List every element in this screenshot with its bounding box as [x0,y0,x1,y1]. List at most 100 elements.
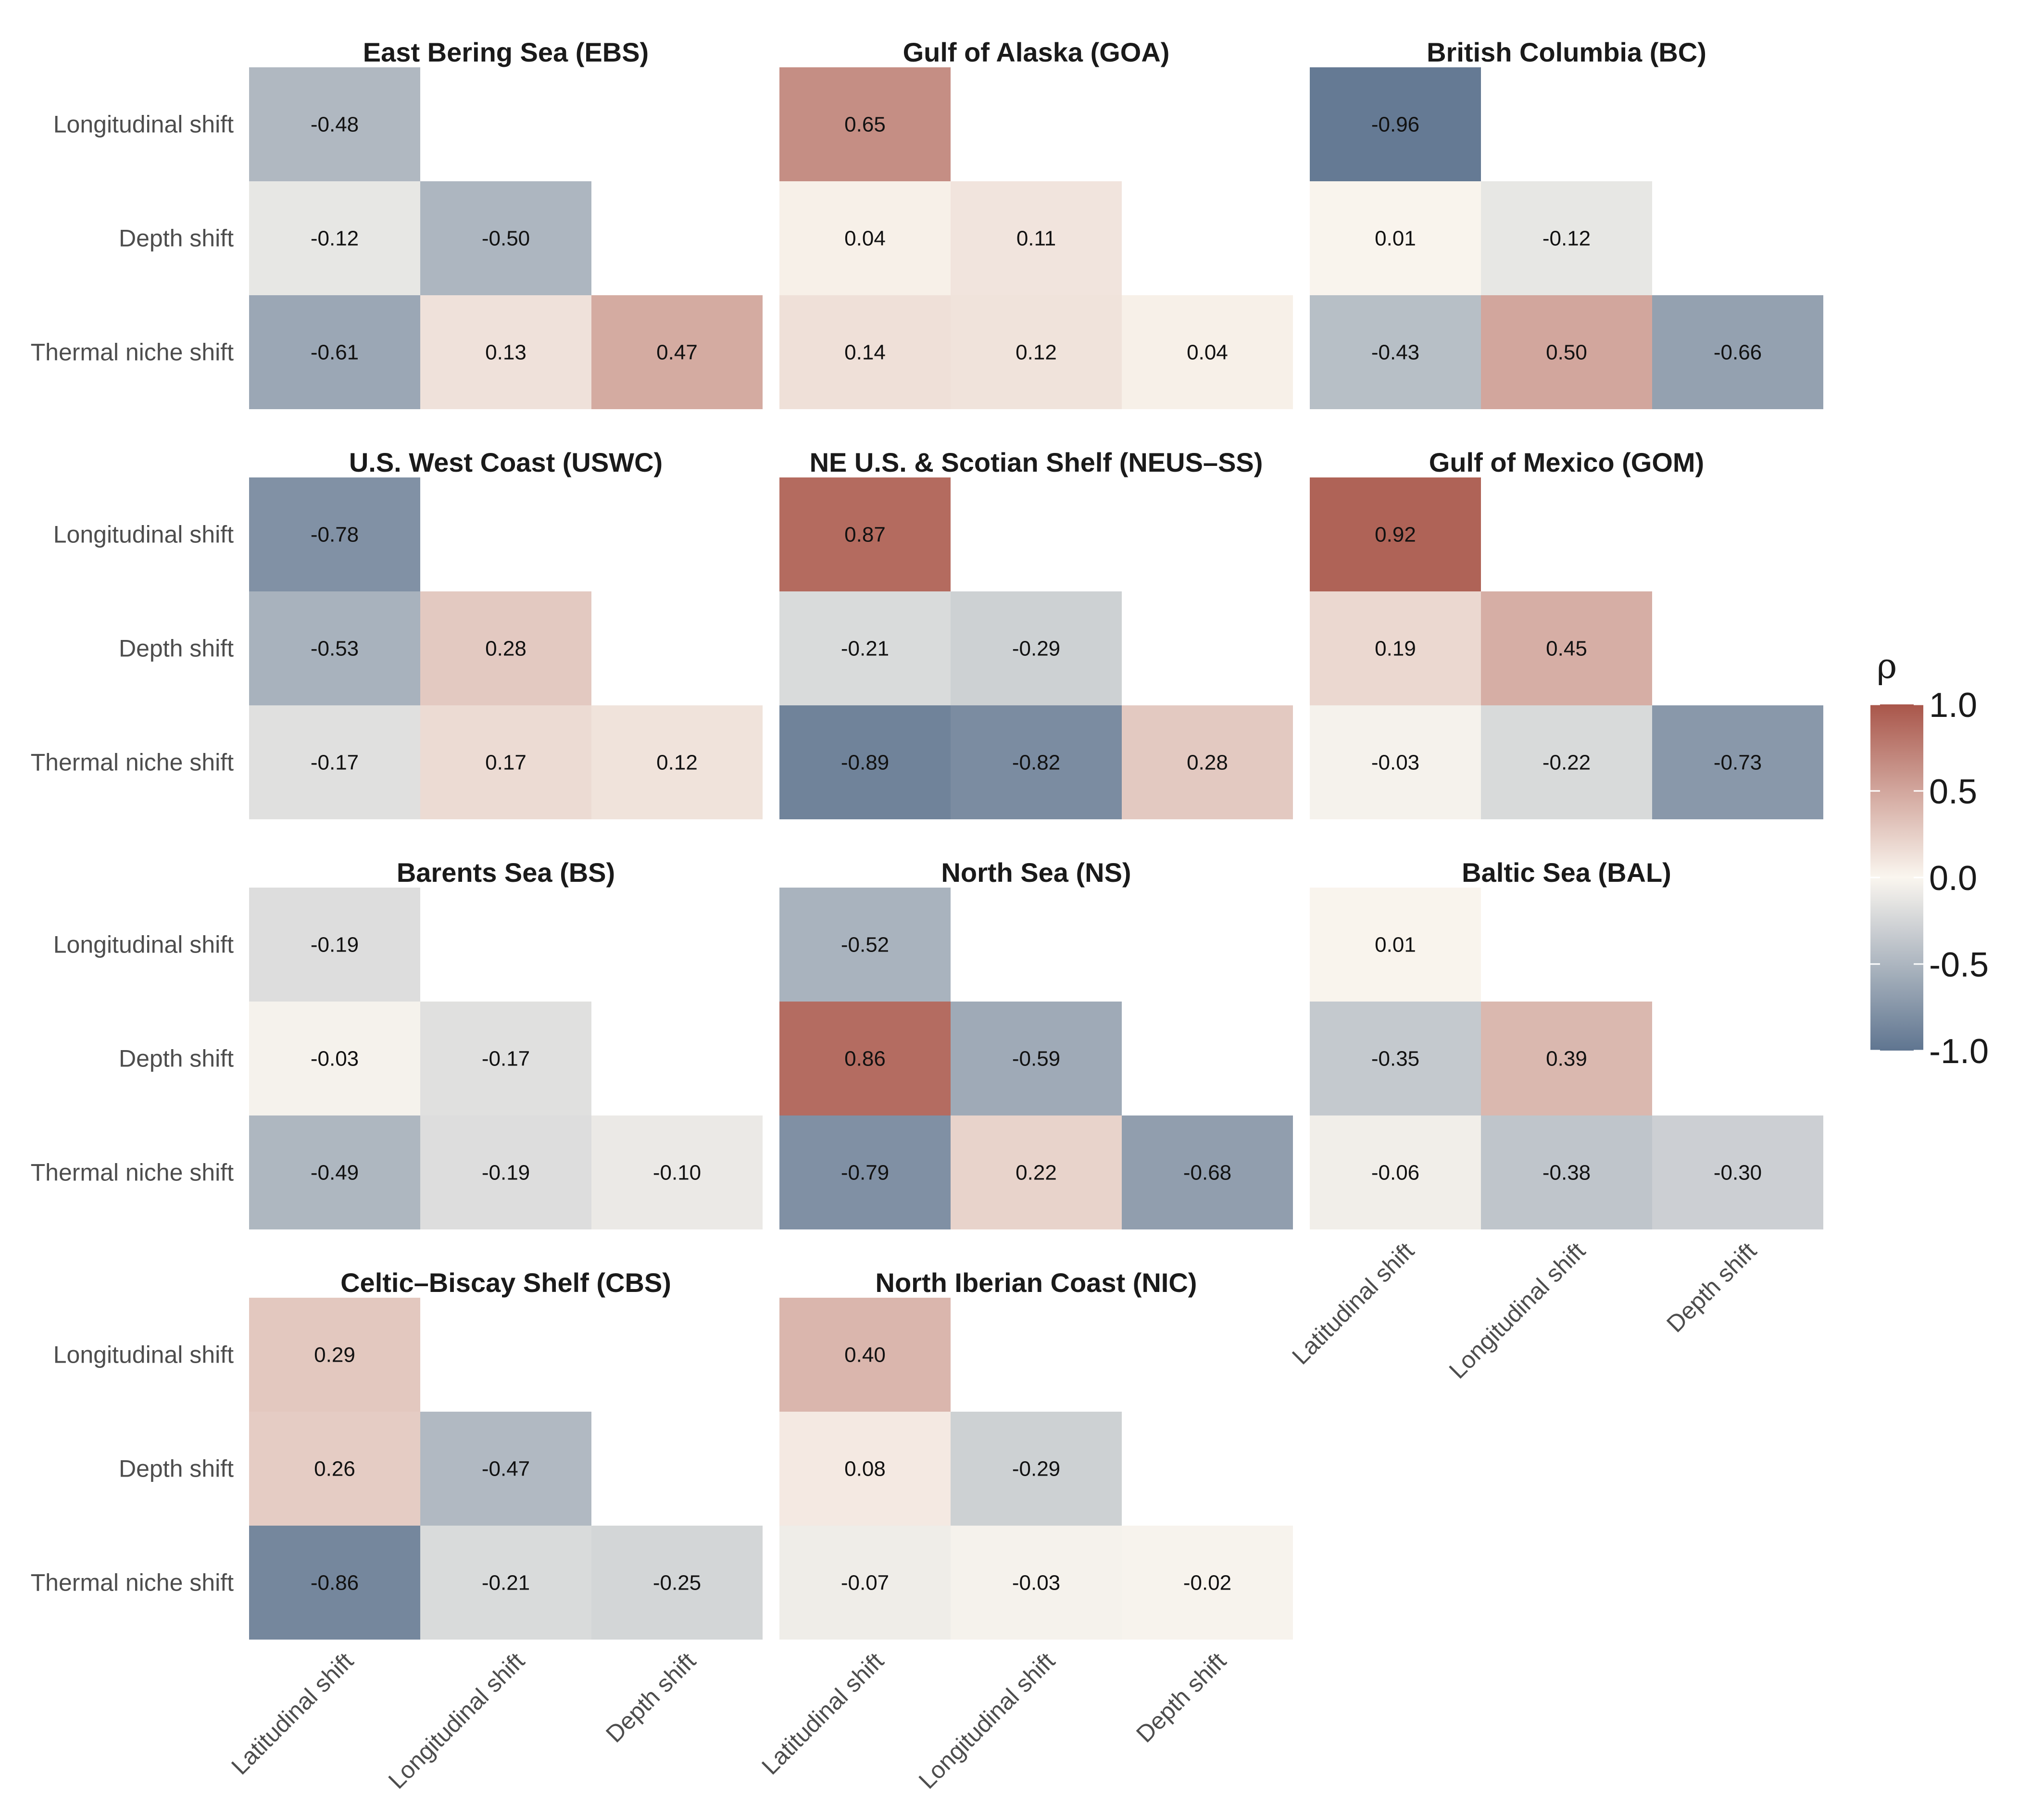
heatmap-cell [249,1412,420,1526]
heatmap-cell [779,591,951,705]
y-tick-label: Longitudinal shift [53,111,234,138]
cell-value-label: -0.78 [311,523,359,547]
heatmap-cell [1481,1115,1652,1229]
heatmap-cell [1310,181,1481,295]
cell-value-label: -0.17 [482,1047,530,1071]
cell-value-label: -0.66 [1714,341,1762,364]
cell-value-label: -0.02 [1183,1571,1231,1595]
panel-gulf-of-mexico-gom: Gulf of Mexico (GOM) 0.92 0.19 0.45 -0.03 -0.… [1310,447,1823,819]
heatmap-cell [591,295,763,409]
cell-value-label: 0.45 [1546,637,1587,661]
y-tick-label: Depth shift [119,225,234,252]
heatmap-cell [951,1526,1122,1640]
cell-value-label: -0.48 [311,113,359,137]
panel-title: U.S. West Coast (USWC) [349,447,663,477]
cell-value-label: -0.21 [482,1571,530,1595]
legend-tick-label: 0.5 [1929,773,1977,811]
cell-value-label: -0.25 [653,1571,701,1595]
heatmap-cell [1122,705,1293,819]
cell-value-label: 0.50 [1546,341,1587,364]
heatmap-cell [1310,67,1481,181]
cell-value-label: 0.26 [314,1457,355,1481]
panel-title: North Sea (NS) [941,857,1131,888]
panel-british-columbia-bc: British Columbia (BC) -0.96 0.01 -0.12 -0.43… [1310,37,1823,409]
heatmap-cell [420,295,591,409]
y-tick-label: Longitudinal shift [53,1341,234,1368]
heatmap-cell [420,705,591,819]
heatmap-cell [591,705,763,819]
cell-value-label: -0.35 [1371,1047,1419,1071]
cell-value-label: -0.68 [1183,1161,1231,1185]
heatmap-cell [1481,591,1652,705]
heatmap-cell [249,477,420,591]
heatmap-cell [779,1115,951,1229]
heatmap-cell [249,1526,420,1640]
cell-value-label: -0.29 [1012,1457,1060,1481]
y-tick-label: Depth shift [119,1455,234,1482]
heatmap-cell [951,591,1122,705]
heatmap-cell [249,181,420,295]
panel-ne-u-s-scotian-shelf-neus-ss: NE U.S. & Scotian Shelf (NEUS–SS) 0.87 -0.… [779,447,1293,819]
x-tick-label: Latitudinal shift [1287,1237,1419,1370]
panel-title: Barents Sea (BS) [397,857,615,888]
cell-value-label: -0.03 [1012,1571,1060,1595]
panel-east-bering-sea-ebs: East Bering Sea (EBS) -0.48 -0.12 -0.50 -0.6… [31,37,763,409]
panel-title: North Iberian Coast (NIC) [876,1267,1197,1298]
cell-value-label: 0.17 [485,751,527,775]
cell-value-label: 0.14 [844,341,886,364]
y-tick-label: Thermal niche shift [31,339,234,366]
cell-value-label: 0.01 [1375,933,1416,957]
heatmap-cell [249,1002,420,1115]
heatmap-cell [779,67,951,181]
heatmap-cell [591,1115,763,1229]
heatmap-cell [249,1115,420,1229]
cell-value-label: -0.30 [1714,1161,1762,1185]
panel-gulf-of-alaska-goa: Gulf of Alaska (GOA) 0.65 0.04 0.11 0.14 0.12… [779,37,1293,409]
cell-value-label: 0.11 [1016,227,1056,251]
heatmap-cell [1481,295,1652,409]
y-tick-label: Longitudinal shift [53,521,234,548]
cell-value-label: -0.29 [1012,637,1060,661]
cell-value-label: -0.47 [482,1457,530,1481]
cell-value-label: -0.21 [841,637,889,661]
cell-value-label: -0.22 [1542,751,1591,775]
x-tick-label: Depth shift [1131,1647,1231,1748]
x-tick-label: Latitudinal shift [756,1647,889,1780]
legend-title: ρ [1877,646,1897,686]
cell-value-label: 0.04 [844,227,886,251]
heatmap-cell [951,295,1122,409]
heatmap-cell [951,705,1122,819]
cell-value-label: 0.86 [844,1047,886,1071]
heatmap-cell [779,705,951,819]
panel-u-s-west-coast-uswc: U.S. West Coast (USWC) -0.78 -0.53 0.28 -0.1… [31,447,763,819]
cell-value-label: -0.53 [311,637,359,661]
heatmap-cell [779,477,951,591]
cell-value-label: 0.04 [1187,341,1228,364]
cell-value-label: 0.29 [314,1343,355,1367]
x-tick-label: Depth shift [601,1647,701,1748]
heatmap-cell [779,1002,951,1115]
y-tick-label: Longitudinal shift [53,931,234,958]
cell-value-label: -0.10 [653,1161,701,1185]
y-tick-label: Depth shift [119,1045,234,1072]
cell-value-label: -0.50 [482,227,530,251]
cell-value-label: -0.38 [1542,1161,1591,1185]
cell-value-label: 0.87 [844,523,886,547]
cell-value-label: -0.06 [1371,1161,1419,1185]
cell-value-label: -0.82 [1012,751,1060,775]
cell-value-label: -0.19 [311,933,359,957]
heatmap-cell [1310,1115,1481,1229]
cell-value-label: 0.28 [485,637,527,661]
cell-value-label: 0.39 [1546,1047,1587,1071]
legend-tick-label: -0.5 [1929,946,1989,984]
cell-value-label: -0.96 [1371,113,1419,137]
heatmap-cell [420,181,591,295]
y-tick-label: Depth shift [119,635,234,662]
y-tick-label: Thermal niche shift [31,1159,234,1186]
panel-title: Gulf of Alaska (GOA) [903,37,1170,67]
heatmap-cell [779,888,951,1002]
cell-value-label: 0.01 [1375,227,1416,251]
heatmap-cell [420,1115,591,1229]
heatmap-cell [420,1412,591,1526]
